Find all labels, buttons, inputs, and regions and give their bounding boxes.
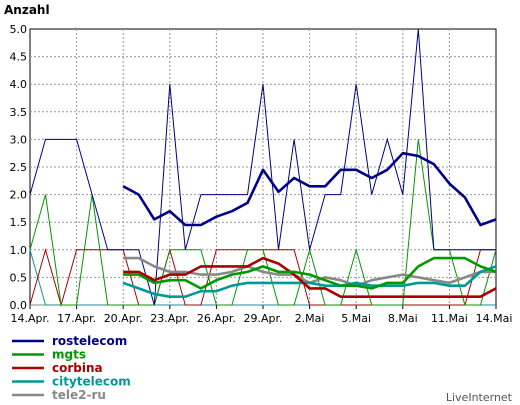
x-tick-label: 8.Mai — [388, 312, 418, 325]
x-tick-label: 23.Apr. — [150, 312, 189, 325]
y-axis: 0.0 0.5 1.0 1.5 2.0 2.5 3.0 3.5 4.0 4.5 5.0 — [10, 23, 28, 312]
series-line-mgts — [29, 139, 497, 306]
legend-label-mgts: mgts — [52, 348, 86, 362]
x-tick-label: 11.Mai — [431, 312, 468, 325]
legend-label-citytelecom: citytelecom — [52, 375, 131, 389]
y-tick-label: 2.0 — [10, 189, 28, 202]
x-tick-label: 20.Apr. — [104, 312, 143, 325]
x-tick-label: 26.Apr. — [197, 312, 236, 325]
daily-series — [29, 28, 497, 307]
x-tick-label: 5.Mai — [341, 312, 371, 325]
series-trend-rostelecom — [122, 151, 497, 227]
x-tick-label: 29.Apr. — [243, 312, 282, 325]
y-tick-label: 2.5 — [10, 161, 28, 174]
y-tick-label: 4.0 — [10, 78, 28, 91]
y-tick-label: 3.5 — [10, 106, 28, 119]
y-tick-label: 1.0 — [10, 244, 28, 257]
y-tick-label: 1.5 — [10, 216, 28, 229]
y-tick-label: 5.0 — [10, 23, 28, 36]
series-trend-citytelecom — [122, 265, 497, 299]
x-tick-label: 14.Apr. — [10, 312, 49, 325]
chart-title: Anzahl — [4, 3, 50, 17]
y-tick-label: 0.0 — [10, 299, 28, 312]
series-line-rostelecom — [29, 28, 496, 306]
x-axis: 14.Apr. 17.Apr. 20.Apr. 23.Apr. 26.Apr. 29.Ap… — [10, 305, 512, 325]
x-tick-label: 14.Mai — [476, 312, 513, 325]
legend-label-tele2-ru: tele2-ru — [52, 388, 106, 402]
legend-label-corbina: corbina — [52, 361, 103, 375]
brand-label: LiveInternet — [446, 391, 513, 404]
y-tick-label: 0.5 — [10, 271, 28, 284]
x-tick-label: 2.Mai — [295, 312, 325, 325]
x-tick-label: 17.Apr. — [57, 312, 96, 325]
trend-series — [122, 151, 497, 299]
y-tick-label: 4.5 — [10, 51, 28, 64]
y-tick-label: 3.0 — [10, 133, 28, 146]
series-trend-corbina — [123, 256, 497, 299]
legend-label-rostelecom: rostelecom — [52, 334, 127, 348]
series-trend-mgts — [123, 256, 497, 290]
